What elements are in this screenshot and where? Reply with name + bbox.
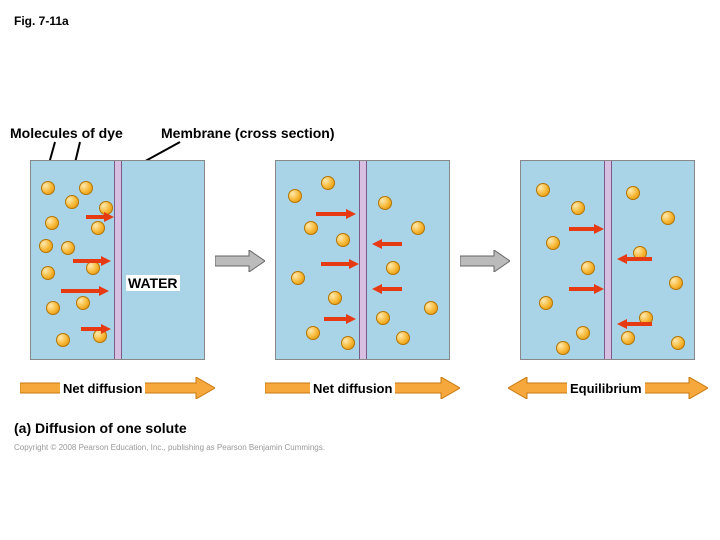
motion-arrow	[61, 283, 109, 301]
copyright: Copyright © 2008 Pearson Education, Inc.…	[14, 443, 325, 452]
dye-molecule	[626, 186, 640, 200]
label-water: WATER	[126, 275, 180, 291]
status-label-3: Equilibrium	[567, 380, 645, 397]
motion-arrow	[569, 281, 604, 299]
motion-arrow	[617, 316, 652, 334]
dye-molecule	[288, 189, 302, 203]
membrane-3	[604, 161, 612, 359]
motion-arrow	[316, 206, 356, 224]
motion-arrow	[73, 253, 111, 271]
caption: (a) Diffusion of one solute	[14, 420, 187, 436]
dye-molecule	[376, 311, 390, 325]
status-label-1: Net diffusion	[60, 380, 145, 397]
dye-molecule	[546, 236, 560, 250]
dye-molecule	[581, 261, 595, 275]
dye-molecule	[41, 181, 55, 195]
motion-arrow	[569, 221, 604, 239]
dye-molecule	[671, 336, 685, 350]
dye-molecule	[661, 211, 675, 225]
dye-molecule	[411, 221, 425, 235]
dye-molecule	[336, 233, 350, 247]
motion-arrow	[86, 209, 114, 227]
motion-arrow	[321, 256, 359, 274]
dye-molecule	[341, 336, 355, 350]
dye-molecule	[65, 195, 79, 209]
dye-molecule	[571, 201, 585, 215]
dye-molecule	[536, 183, 550, 197]
progress-arrow-1	[215, 250, 265, 272]
motion-arrow	[324, 311, 356, 329]
dye-molecule	[306, 326, 320, 340]
dye-molecule	[41, 266, 55, 280]
label-molecules: Molecules of dye	[10, 125, 123, 141]
label-membrane: Membrane (cross section)	[161, 125, 335, 141]
dye-molecule	[539, 296, 553, 310]
dye-molecule	[45, 216, 59, 230]
panel-1	[30, 160, 205, 360]
dye-molecule	[556, 341, 570, 355]
motion-arrow	[617, 251, 652, 269]
dye-molecule	[46, 301, 60, 315]
dye-molecule	[56, 333, 70, 347]
status-label-2: Net diffusion	[310, 380, 395, 397]
dye-molecule	[378, 196, 392, 210]
panel-2	[275, 160, 450, 360]
membrane-2	[359, 161, 367, 359]
dye-molecule	[576, 326, 590, 340]
dye-molecule	[396, 331, 410, 345]
dye-molecule	[321, 176, 335, 190]
dye-molecule	[669, 276, 683, 290]
progress-arrow-2	[460, 250, 510, 272]
motion-arrow	[372, 236, 402, 254]
motion-arrow	[81, 321, 111, 339]
dye-molecule	[328, 291, 342, 305]
motion-arrow	[372, 281, 402, 299]
figure-label: Fig. 7-11a	[14, 14, 69, 28]
dye-molecule	[386, 261, 400, 275]
dye-molecule	[79, 181, 93, 195]
dye-molecule	[39, 239, 53, 253]
panel-3	[520, 160, 695, 360]
dye-molecule	[291, 271, 305, 285]
membrane-1	[114, 161, 122, 359]
dye-molecule	[424, 301, 438, 315]
